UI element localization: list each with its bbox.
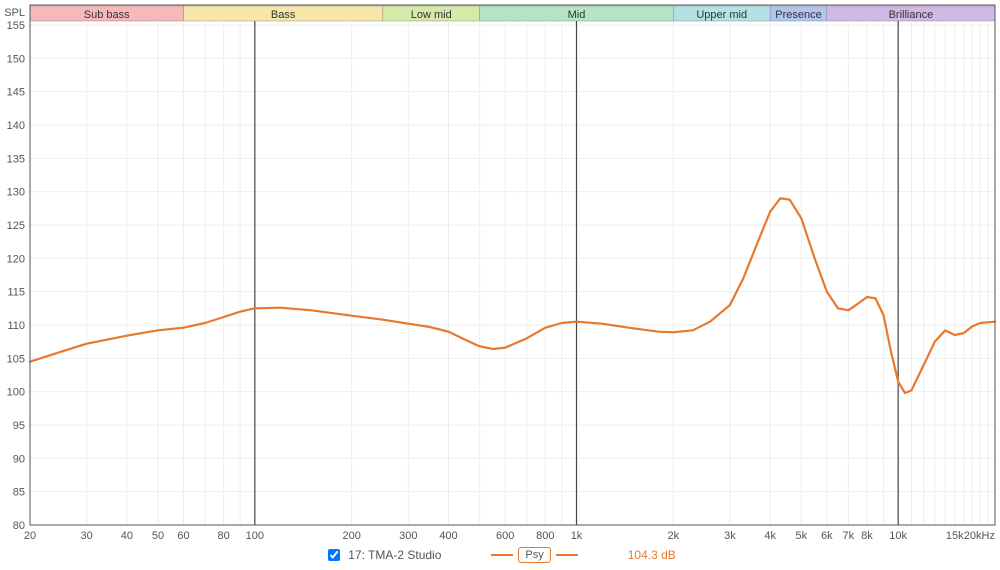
svg-text:100: 100	[7, 387, 25, 399]
svg-text:30: 30	[81, 530, 93, 542]
legend-db: 104.3 dB	[628, 548, 676, 562]
svg-text:125: 125	[7, 220, 25, 232]
svg-text:20kHz: 20kHz	[964, 530, 995, 542]
db-value: 104.3 dB	[628, 548, 676, 562]
svg-text:85: 85	[13, 487, 25, 499]
legend-mode: Psy	[491, 547, 577, 563]
mode-label: Psy	[518, 547, 550, 563]
svg-text:120: 120	[7, 253, 25, 265]
svg-text:15k: 15k	[946, 530, 964, 542]
svg-text:20: 20	[24, 530, 36, 542]
svg-text:200: 200	[342, 530, 360, 542]
svg-text:6k: 6k	[821, 530, 833, 542]
svg-text:SPL: SPL	[4, 7, 25, 19]
svg-text:105: 105	[7, 353, 25, 365]
svg-text:8k: 8k	[861, 530, 873, 542]
svg-text:Low mid: Low mid	[411, 9, 452, 21]
svg-text:135: 135	[7, 153, 25, 165]
svg-text:145: 145	[7, 87, 25, 99]
series-visibility-checkbox[interactable]	[328, 549, 340, 561]
svg-text:Brilliance: Brilliance	[889, 9, 934, 21]
svg-text:80: 80	[218, 530, 230, 542]
chart-container: Sub bass Bass Low mid Mid Upper mid Presence B…	[0, 0, 1000, 570]
svg-text:115: 115	[7, 287, 25, 299]
svg-text:50: 50	[152, 530, 164, 542]
series-label: 17: TMA-2 Studio	[348, 548, 441, 562]
mode-line-right	[556, 554, 578, 556]
mode-line-left	[491, 554, 513, 556]
svg-text:40: 40	[121, 530, 133, 542]
svg-text:4k: 4k	[764, 530, 776, 542]
svg-text:Sub bass: Sub bass	[84, 9, 130, 21]
spl-chart: Sub bass Bass Low mid Mid Upper mid Presence B…	[0, 0, 1000, 570]
legend-series[interactable]: 17: TMA-2 Studio	[324, 546, 441, 564]
svg-text:130: 130	[7, 187, 25, 199]
svg-text:Upper mid: Upper mid	[696, 9, 747, 21]
svg-text:90: 90	[13, 453, 25, 465]
svg-text:60: 60	[177, 530, 189, 542]
svg-text:10k: 10k	[889, 530, 907, 542]
svg-text:1k: 1k	[571, 530, 583, 542]
svg-text:600: 600	[496, 530, 514, 542]
svg-text:Presence: Presence	[775, 9, 821, 21]
svg-text:3k: 3k	[724, 530, 736, 542]
svg-text:100: 100	[246, 530, 264, 542]
svg-text:140: 140	[7, 120, 25, 132]
svg-text:95: 95	[13, 420, 25, 432]
svg-text:300: 300	[399, 530, 417, 542]
svg-text:2k: 2k	[668, 530, 680, 542]
svg-text:155: 155	[7, 20, 25, 32]
svg-text:7k: 7k	[843, 530, 855, 542]
svg-text:400: 400	[439, 530, 457, 542]
svg-text:Bass: Bass	[271, 9, 296, 21]
svg-text:150: 150	[7, 53, 25, 65]
svg-text:Mid: Mid	[568, 9, 586, 21]
svg-text:110: 110	[7, 320, 25, 332]
svg-text:5k: 5k	[796, 530, 808, 542]
svg-text:800: 800	[536, 530, 554, 542]
legend-row: 17: TMA-2 Studio Psy 104.3 dB	[0, 546, 1000, 564]
